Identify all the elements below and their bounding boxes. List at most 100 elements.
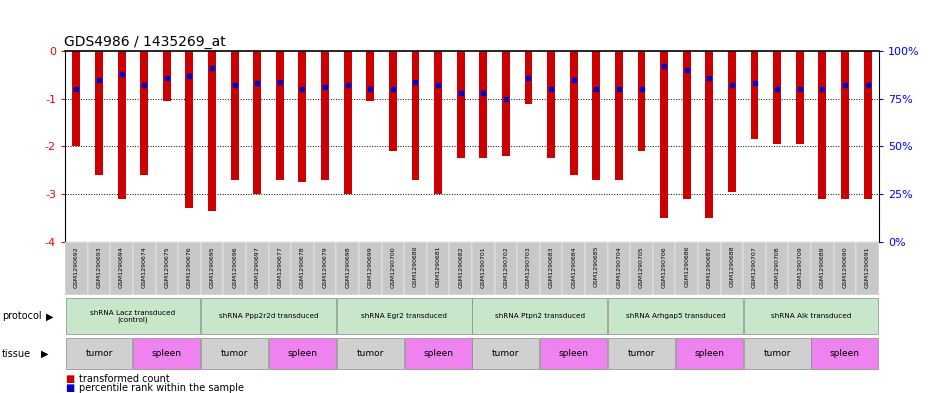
FancyBboxPatch shape — [540, 338, 607, 369]
Bar — [751, 51, 759, 139]
FancyBboxPatch shape — [133, 242, 155, 295]
FancyBboxPatch shape — [765, 242, 789, 295]
Bar — [683, 51, 691, 199]
Bar — [457, 51, 465, 158]
Text: GSM1290687: GSM1290687 — [707, 246, 711, 288]
Text: GSM1290690: GSM1290690 — [843, 246, 847, 288]
FancyBboxPatch shape — [495, 242, 517, 295]
Text: GSM1290709: GSM1290709 — [797, 246, 803, 288]
Bar — [366, 51, 374, 101]
FancyBboxPatch shape — [201, 242, 223, 295]
Bar — [73, 51, 80, 146]
Text: GSM1290677: GSM1290677 — [277, 246, 283, 288]
Text: transformed count: transformed count — [79, 374, 170, 384]
Text: GSM1290675: GSM1290675 — [165, 246, 169, 288]
Text: GDS4986 / 1435269_at: GDS4986 / 1435269_at — [64, 35, 226, 49]
FancyBboxPatch shape — [291, 242, 313, 295]
Bar — [615, 51, 623, 180]
FancyBboxPatch shape — [179, 242, 201, 295]
Text: GSM1290697: GSM1290697 — [255, 246, 259, 288]
Bar — [231, 51, 239, 180]
Text: spleen: spleen — [830, 349, 860, 358]
FancyBboxPatch shape — [517, 242, 539, 295]
Text: ■: ■ — [65, 374, 74, 384]
FancyBboxPatch shape — [675, 242, 698, 295]
FancyBboxPatch shape — [337, 338, 404, 369]
Bar — [864, 51, 871, 199]
FancyBboxPatch shape — [676, 338, 743, 369]
Text: tumor: tumor — [356, 349, 384, 358]
Text: ▶: ▶ — [46, 311, 53, 321]
Text: spleen: spleen — [559, 349, 589, 358]
FancyBboxPatch shape — [833, 242, 857, 295]
FancyBboxPatch shape — [472, 298, 607, 334]
Bar — [592, 51, 600, 180]
Text: GSM1290703: GSM1290703 — [526, 246, 531, 288]
FancyBboxPatch shape — [698, 242, 721, 295]
Text: shRNA Ppp2r2d transduced: shRNA Ppp2r2d transduced — [219, 313, 318, 320]
FancyBboxPatch shape — [87, 242, 111, 295]
Bar — [728, 51, 736, 192]
Text: tumor: tumor — [86, 349, 113, 358]
FancyBboxPatch shape — [607, 242, 631, 295]
FancyBboxPatch shape — [585, 242, 607, 295]
Text: tissue: tissue — [2, 349, 31, 358]
Text: ■: ■ — [65, 383, 74, 393]
FancyBboxPatch shape — [608, 298, 743, 334]
FancyBboxPatch shape — [155, 242, 179, 295]
FancyBboxPatch shape — [405, 338, 472, 369]
Bar — [502, 51, 510, 156]
FancyBboxPatch shape — [269, 242, 291, 295]
FancyBboxPatch shape — [744, 338, 811, 369]
Text: GSM1290678: GSM1290678 — [300, 246, 305, 288]
FancyBboxPatch shape — [269, 338, 336, 369]
FancyBboxPatch shape — [111, 242, 133, 295]
Bar — [570, 51, 578, 175]
Bar — [841, 51, 849, 199]
Bar — [321, 51, 329, 180]
Text: GSM1290702: GSM1290702 — [503, 246, 509, 288]
Text: GSM1290681: GSM1290681 — [435, 246, 441, 287]
Bar — [773, 51, 781, 144]
Text: GSM1290707: GSM1290707 — [752, 246, 757, 288]
FancyBboxPatch shape — [405, 242, 427, 295]
FancyBboxPatch shape — [472, 242, 495, 295]
Bar — [638, 51, 645, 151]
FancyBboxPatch shape — [563, 242, 585, 295]
Text: GSM1290696: GSM1290696 — [232, 246, 237, 288]
Text: GSM1290691: GSM1290691 — [865, 246, 870, 288]
Text: GSM1290683: GSM1290683 — [549, 246, 553, 288]
Text: GSM1290705: GSM1290705 — [639, 246, 644, 288]
Text: spleen: spleen — [287, 349, 317, 358]
FancyBboxPatch shape — [449, 242, 472, 295]
Text: GSM1290692: GSM1290692 — [73, 246, 79, 288]
FancyBboxPatch shape — [246, 242, 269, 295]
Bar — [547, 51, 555, 158]
Text: GSM1290686: GSM1290686 — [684, 246, 689, 287]
FancyBboxPatch shape — [133, 338, 200, 369]
FancyBboxPatch shape — [857, 242, 879, 295]
FancyBboxPatch shape — [201, 338, 268, 369]
Bar — [434, 51, 442, 194]
FancyBboxPatch shape — [744, 298, 879, 334]
Bar — [95, 51, 103, 175]
Text: protocol: protocol — [2, 311, 42, 321]
FancyBboxPatch shape — [812, 338, 879, 369]
FancyBboxPatch shape — [789, 242, 811, 295]
Bar — [118, 51, 126, 199]
Text: GSM1290679: GSM1290679 — [323, 246, 327, 288]
Text: GSM1290688: GSM1290688 — [729, 246, 735, 287]
Text: shRNA Lacz transduced
(control): shRNA Lacz transduced (control) — [90, 310, 176, 323]
FancyBboxPatch shape — [631, 242, 653, 295]
FancyBboxPatch shape — [608, 338, 675, 369]
Bar — [705, 51, 713, 218]
Text: GSM1290701: GSM1290701 — [481, 246, 485, 288]
Text: GSM1290700: GSM1290700 — [391, 246, 395, 288]
FancyBboxPatch shape — [359, 242, 381, 295]
Text: shRNA Ptpn2 transduced: shRNA Ptpn2 transduced — [495, 313, 585, 320]
FancyBboxPatch shape — [539, 242, 563, 295]
Text: tumor: tumor — [764, 349, 790, 358]
FancyBboxPatch shape — [811, 242, 833, 295]
FancyBboxPatch shape — [721, 242, 743, 295]
Text: GSM1290699: GSM1290699 — [367, 246, 373, 288]
